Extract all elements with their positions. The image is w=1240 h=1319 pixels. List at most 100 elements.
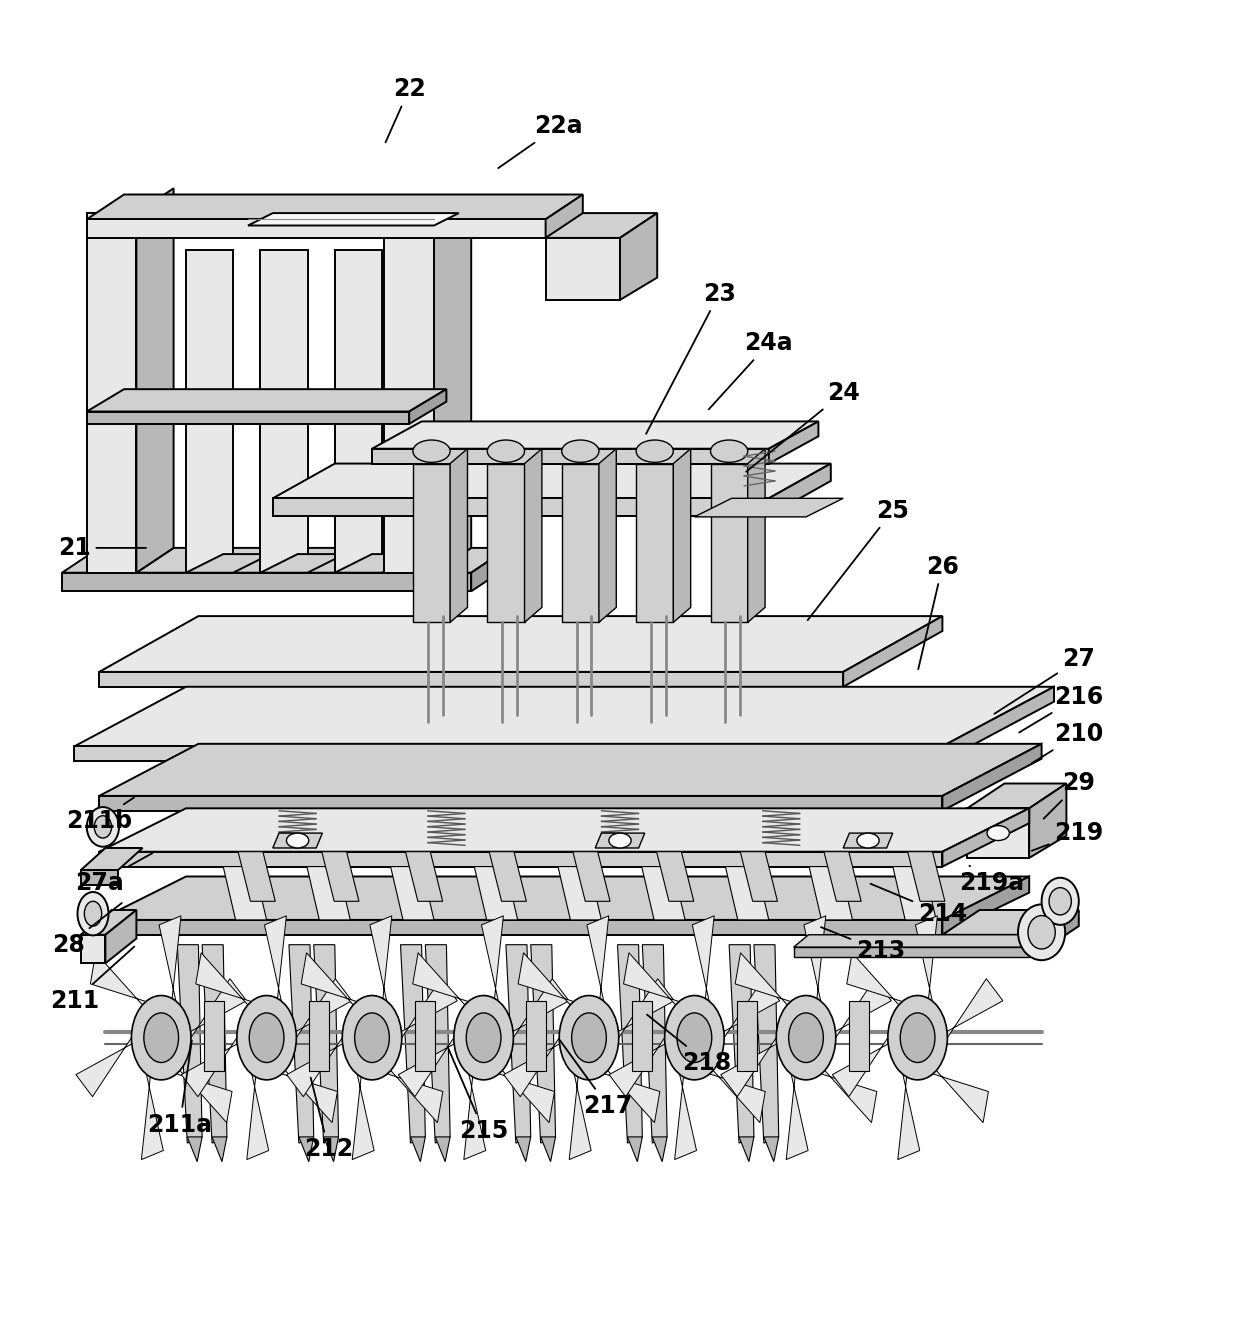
- Polygon shape: [401, 944, 425, 1144]
- Ellipse shape: [572, 1013, 606, 1063]
- Polygon shape: [541, 1137, 556, 1162]
- Polygon shape: [609, 1038, 665, 1096]
- Ellipse shape: [900, 1013, 935, 1063]
- Polygon shape: [264, 915, 286, 1001]
- Text: 21: 21: [58, 536, 146, 559]
- Polygon shape: [599, 448, 616, 623]
- Polygon shape: [825, 852, 862, 901]
- Polygon shape: [558, 867, 601, 919]
- Polygon shape: [273, 499, 769, 516]
- Polygon shape: [832, 1038, 888, 1096]
- Polygon shape: [286, 1038, 342, 1096]
- Polygon shape: [91, 952, 146, 1005]
- Text: 27: 27: [994, 648, 1095, 714]
- Ellipse shape: [857, 834, 879, 848]
- Text: 219a: 219a: [960, 865, 1024, 894]
- Polygon shape: [725, 867, 769, 919]
- Polygon shape: [1042, 910, 1079, 951]
- Polygon shape: [915, 915, 937, 1001]
- Ellipse shape: [559, 996, 619, 1080]
- Polygon shape: [843, 834, 893, 848]
- Polygon shape: [764, 1137, 779, 1162]
- Ellipse shape: [776, 996, 836, 1080]
- Ellipse shape: [789, 1013, 823, 1063]
- Polygon shape: [87, 547, 174, 572]
- Polygon shape: [99, 795, 942, 811]
- Polygon shape: [370, 915, 392, 1001]
- Polygon shape: [531, 944, 556, 1144]
- Polygon shape: [322, 852, 360, 901]
- Polygon shape: [737, 1001, 756, 1071]
- Polygon shape: [942, 687, 1054, 761]
- Text: 213: 213: [821, 927, 905, 963]
- Polygon shape: [391, 867, 434, 919]
- Polygon shape: [248, 214, 459, 226]
- Ellipse shape: [454, 996, 513, 1080]
- Polygon shape: [848, 1001, 868, 1071]
- Polygon shape: [967, 783, 1066, 809]
- Ellipse shape: [636, 441, 673, 463]
- Ellipse shape: [1049, 888, 1071, 915]
- Polygon shape: [238, 852, 275, 901]
- Text: 218: 218: [647, 1014, 732, 1075]
- Polygon shape: [675, 1074, 697, 1159]
- Polygon shape: [81, 910, 136, 935]
- Polygon shape: [99, 852, 942, 867]
- Polygon shape: [314, 944, 339, 1144]
- Polygon shape: [471, 547, 508, 591]
- Ellipse shape: [1028, 915, 1055, 950]
- Polygon shape: [769, 421, 818, 463]
- Polygon shape: [464, 1074, 486, 1159]
- Ellipse shape: [286, 834, 309, 848]
- Text: 24: 24: [746, 381, 859, 472]
- Text: 26: 26: [919, 554, 959, 669]
- Polygon shape: [223, 867, 267, 919]
- Polygon shape: [62, 547, 508, 572]
- Polygon shape: [804, 915, 826, 1001]
- Polygon shape: [1029, 783, 1066, 857]
- Polygon shape: [847, 952, 903, 1005]
- Polygon shape: [967, 809, 1029, 857]
- Polygon shape: [740, 852, 777, 901]
- Polygon shape: [384, 547, 471, 572]
- Polygon shape: [203, 1001, 223, 1071]
- Polygon shape: [724, 979, 780, 1038]
- Ellipse shape: [84, 901, 102, 926]
- Text: 211b: 211b: [66, 798, 134, 832]
- Text: 212: 212: [304, 1078, 353, 1161]
- Polygon shape: [587, 915, 609, 1001]
- Polygon shape: [196, 952, 252, 1005]
- Polygon shape: [74, 747, 942, 761]
- Polygon shape: [893, 867, 936, 919]
- Polygon shape: [720, 1038, 776, 1096]
- Polygon shape: [735, 952, 791, 1005]
- Polygon shape: [99, 744, 1042, 795]
- Polygon shape: [212, 1137, 227, 1162]
- Polygon shape: [398, 1038, 454, 1096]
- Polygon shape: [306, 867, 350, 919]
- Polygon shape: [618, 944, 642, 1144]
- Ellipse shape: [77, 892, 109, 935]
- Polygon shape: [657, 852, 694, 901]
- Polygon shape: [711, 463, 748, 623]
- Ellipse shape: [987, 826, 1009, 840]
- Polygon shape: [526, 1001, 546, 1071]
- Polygon shape: [299, 1137, 314, 1162]
- Polygon shape: [942, 935, 1042, 951]
- Ellipse shape: [355, 1013, 389, 1063]
- Polygon shape: [247, 1074, 269, 1159]
- Polygon shape: [434, 194, 471, 572]
- Polygon shape: [754, 944, 779, 1144]
- Polygon shape: [810, 867, 853, 919]
- Polygon shape: [409, 389, 446, 423]
- Polygon shape: [387, 1070, 443, 1122]
- Text: 210: 210: [1032, 721, 1104, 764]
- Polygon shape: [260, 251, 308, 572]
- Polygon shape: [739, 1137, 754, 1162]
- Polygon shape: [87, 194, 583, 219]
- Polygon shape: [631, 1001, 652, 1071]
- Polygon shape: [619, 979, 675, 1038]
- Polygon shape: [62, 572, 471, 591]
- Polygon shape: [932, 1070, 988, 1122]
- Polygon shape: [942, 910, 1079, 935]
